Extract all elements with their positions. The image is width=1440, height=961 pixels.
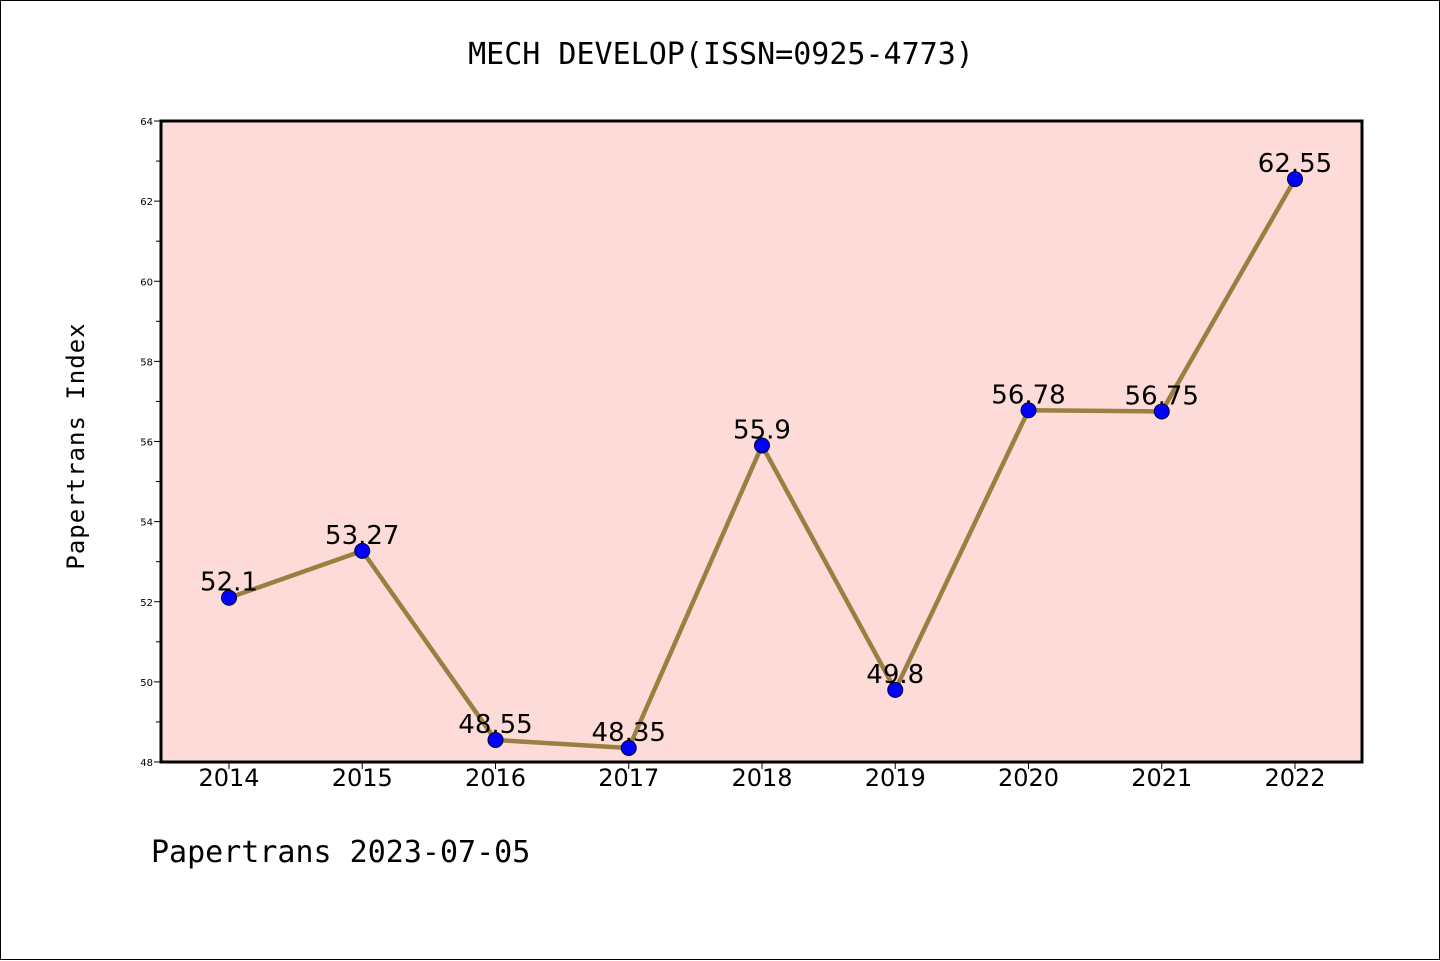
y-tick-label: 48: [140, 758, 153, 769]
plot-area: 48 50 52 54 56 58 60 62 64 2014 2015 2016 2017 2018 20…: [140, 117, 1364, 792]
x-tick-label: 2021: [1131, 764, 1192, 792]
data-point-marker: [620, 739, 637, 756]
chart-title: MECH DEVELOP(ISSN=0925-4773): [468, 37, 974, 72]
data-point-marker: [1287, 171, 1303, 188]
y-tick-label: 52: [140, 598, 153, 609]
data-label: 52.1: [200, 568, 258, 598]
data-label: 48.35: [592, 718, 666, 748]
x-tick-label: 2020: [998, 764, 1059, 792]
x-tick-label: 2016: [465, 764, 526, 792]
y-tick-label: 54: [140, 518, 153, 529]
data-point-marker: [887, 681, 904, 698]
data-point-marker: [1020, 402, 1037, 419]
axes-frame: [159, 119, 1364, 764]
data-label: 53.27: [325, 521, 399, 551]
data-point-marker: [354, 542, 371, 559]
x-tick-label: 2019: [865, 764, 926, 792]
data-label: 62.55: [1258, 149, 1332, 179]
x-tick-label: 2014: [198, 764, 259, 792]
x-tick-label: 2015: [332, 764, 393, 792]
x-tick-label: 2017: [598, 764, 659, 792]
y-tick-label: 50: [140, 678, 153, 689]
y-tick-label: 60: [140, 277, 153, 288]
data-label: 48.55: [458, 710, 532, 740]
y-axis-title: Papertrans Index: [62, 322, 90, 570]
y-tick-label: 64: [140, 117, 153, 128]
data-point-marker: [487, 731, 504, 748]
y-tick-label: 58: [140, 357, 153, 368]
x-tick-label: 2022: [1264, 764, 1325, 792]
y-tick-label: 56: [140, 438, 153, 449]
data-point-marker: [1153, 403, 1170, 420]
data-label: 56.75: [1125, 381, 1199, 411]
x-tick-label: 2018: [731, 764, 792, 792]
data-label: 55.9: [733, 416, 791, 446]
data-point-marker: [221, 589, 237, 606]
data-point-marker: [754, 437, 770, 454]
footer-note: Papertrans 2023-07-05: [151, 835, 531, 870]
data-label: 49.8: [866, 660, 924, 690]
y-tick-label: 62: [140, 197, 153, 208]
data-label: 56.78: [991, 380, 1065, 410]
